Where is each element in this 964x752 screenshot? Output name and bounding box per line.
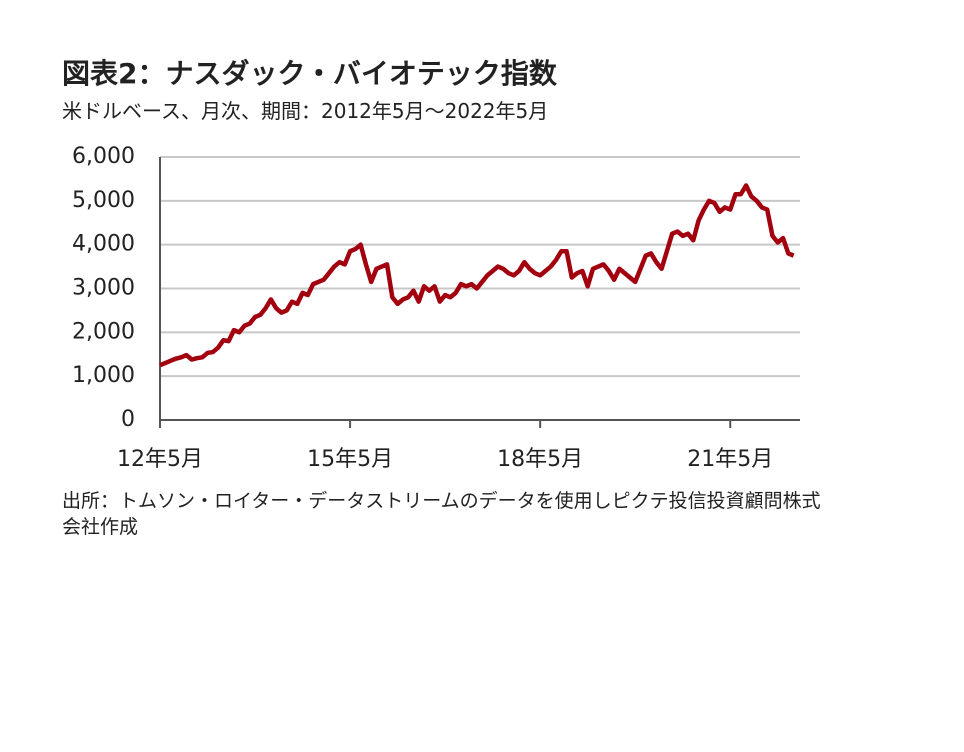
x-tick-label: 12年5月 (117, 447, 203, 472)
source-note: 出所：トムソン・ロイター・データストリームのデータを使用しピクテ投信投資顧問株式… (62, 490, 821, 538)
y-tick-label: 5,000 (72, 188, 135, 213)
y-tick-label: 6,000 (72, 144, 135, 169)
x-tick-label: 18年5月 (497, 447, 583, 472)
chart-subtitle: 米ドルベース、月次、期間：2012年5月～2022年5月 (62, 99, 549, 123)
y-tick-label: 4,000 (72, 232, 135, 257)
chart-title: 図表2：ナスダック・バイオテック指数 (62, 57, 557, 90)
x-tick-label: 15年5月 (307, 447, 393, 472)
x-tick-label: 21年5月 (687, 447, 773, 472)
y-tick-label: 2,000 (72, 319, 135, 344)
y-tick-label: 0 (121, 407, 135, 432)
data-line (159, 183, 795, 368)
y-tick-label: 3,000 (72, 276, 135, 301)
y-tick-label: 1,000 (72, 363, 135, 388)
